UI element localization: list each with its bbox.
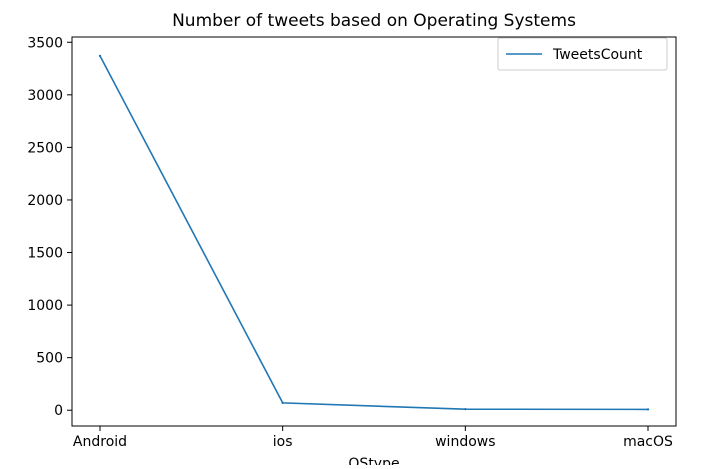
y-tick-label: 2500 bbox=[27, 140, 63, 156]
y-tick-label: 1500 bbox=[27, 246, 63, 262]
x-tick-label: ios bbox=[273, 434, 293, 450]
x-axis-label: OStype bbox=[348, 456, 399, 465]
plot-area bbox=[71, 36, 677, 427]
y-axis: 0 500 1000 1500 2000 2500 3000 3500 bbox=[27, 35, 72, 419]
x-tick-label: Android bbox=[73, 434, 127, 450]
chart-title: Number of tweets based on Operating Syst… bbox=[172, 11, 576, 31]
y-tick-label: 1000 bbox=[27, 298, 63, 314]
plot-frame bbox=[71, 36, 677, 427]
x-tick-label: macOS bbox=[623, 434, 673, 450]
legend-frame bbox=[497, 37, 668, 71]
legend: TweetsCount bbox=[497, 37, 668, 71]
y-tick-label: 0 bbox=[54, 403, 63, 419]
x-axis: Android ios windows macOS bbox=[73, 426, 673, 450]
y-tick-label: 3500 bbox=[27, 35, 63, 51]
series-points bbox=[98, 54, 650, 411]
data-point bbox=[646, 408, 650, 411]
y-tick-label: 500 bbox=[36, 351, 63, 367]
y-tick-label: 3000 bbox=[27, 88, 63, 104]
series-line-tweetscount bbox=[99, 55, 649, 411]
legend-label: TweetsCount bbox=[552, 47, 643, 63]
data-point bbox=[464, 407, 467, 411]
x-tick-label: windows bbox=[435, 434, 495, 450]
data-point bbox=[98, 54, 102, 58]
data-point bbox=[281, 401, 284, 405]
y-tick-label: 2000 bbox=[27, 193, 63, 209]
